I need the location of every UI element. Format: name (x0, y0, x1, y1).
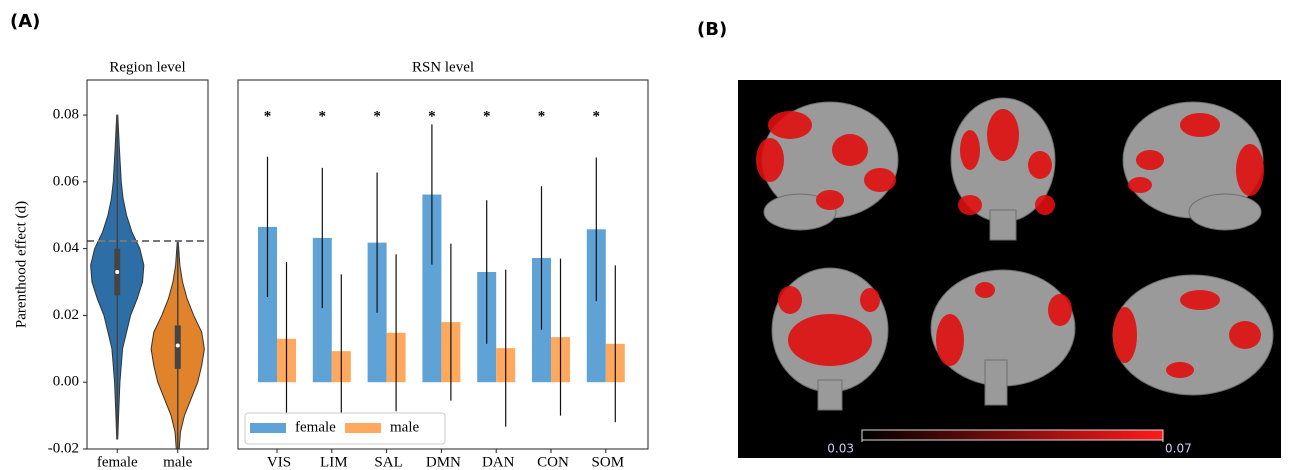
panel-label: (A) (10, 11, 40, 32)
violins (91, 115, 205, 462)
legend-label: male (390, 419, 419, 435)
y-tick-label: 0.04 (53, 240, 80, 256)
y-axis-label: Parenthood effect (d) (13, 201, 29, 328)
y-tick-label: 0.08 (53, 107, 79, 123)
brain-panel (738, 80, 1281, 458)
x-tick-label: DAN (482, 454, 515, 470)
x-tick-label: CON (537, 454, 569, 470)
annotation: * (593, 108, 601, 124)
annotation: * (319, 108, 327, 124)
colorbar-tick-label: 0.07 (1165, 442, 1192, 456)
x-tick-label: LIM (320, 454, 348, 470)
legend-label: female (295, 419, 336, 435)
annotation: * (373, 108, 381, 124)
x-tick-label: VIS (267, 454, 291, 470)
violin-median (176, 343, 180, 347)
colorbar-tick-label: 0.03 (827, 442, 854, 456)
page: (A) (B) Region level Parenthood effect (d… (0, 0, 1290, 470)
legend-swatch (345, 423, 381, 433)
x-tick-label: SAL (374, 454, 402, 470)
annotation: * (428, 108, 436, 124)
annotation: * (264, 108, 272, 124)
figure: (A) (B) Region level Parenthood effect (d… (0, 0, 1290, 470)
annotation: * (483, 108, 491, 124)
panel-label: (B) (697, 19, 727, 40)
axes-frame (238, 80, 648, 449)
chart-title: RSN level (412, 59, 474, 75)
y-tick-label: 0.00 (53, 374, 79, 390)
x-tick-label: SOM (592, 454, 625, 470)
x-tick-label: male (163, 454, 192, 470)
y-tick-label: 0.06 (53, 173, 80, 189)
annotation: * (538, 108, 546, 124)
x-tick-label: DMN (426, 454, 461, 470)
legend-swatch (250, 423, 286, 433)
chart-title: Region level (109, 59, 185, 75)
y-tick-label: -0.02 (48, 440, 79, 456)
y-tick-label: 0.02 (53, 307, 79, 323)
x-tick-label: female (97, 454, 138, 470)
violin-median (115, 270, 119, 274)
colorbar (862, 430, 1163, 440)
